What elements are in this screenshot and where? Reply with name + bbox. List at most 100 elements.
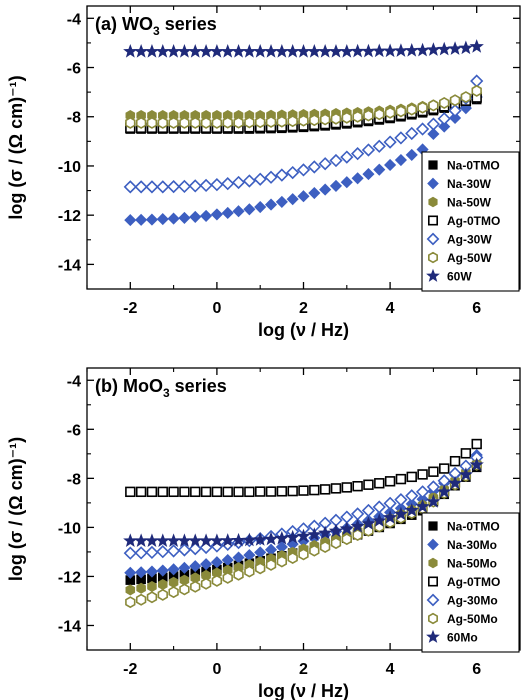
x-tick-label: 2 (299, 661, 308, 678)
legend-label: Na-0TMO (447, 520, 500, 534)
data-point (395, 473, 407, 485)
data-point (145, 213, 159, 226)
y-tick-label: -10 (58, 520, 81, 537)
data-point (255, 562, 266, 575)
legend-marker (426, 593, 440, 607)
data-point (426, 494, 441, 508)
data-point (350, 507, 365, 521)
data-point (265, 486, 277, 497)
data-point (135, 486, 147, 498)
data-point (458, 40, 474, 55)
data-point (405, 489, 419, 503)
data-point (318, 157, 332, 171)
data-point (328, 523, 344, 538)
legend-label: Ag-50Mo (447, 612, 498, 626)
data-point (438, 120, 451, 133)
data-point (361, 516, 376, 530)
legend-marker (427, 177, 439, 190)
data-point (426, 42, 441, 56)
data-point (340, 150, 354, 164)
data-point (123, 533, 138, 547)
series-Na-30W (124, 90, 483, 227)
legend-marker (428, 557, 438, 569)
data-point (244, 565, 255, 578)
data-point (253, 172, 267, 186)
data-point (274, 530, 290, 545)
x-axis-title: log (ν / Hz) (258, 320, 349, 340)
data-point (362, 168, 375, 181)
data-point (166, 179, 181, 194)
data-point (135, 213, 148, 226)
data-point (330, 537, 342, 550)
data-point (157, 579, 168, 591)
data-point (146, 591, 158, 604)
data-point (155, 44, 170, 58)
data-point (167, 563, 180, 576)
data-point (242, 532, 257, 547)
data-point (124, 214, 137, 227)
series-Ag-50W (125, 84, 482, 129)
data-point (287, 485, 298, 497)
data-point (145, 545, 159, 560)
data-point (339, 521, 354, 535)
data-point (297, 190, 310, 203)
data-point (144, 44, 160, 58)
data-point (415, 499, 430, 513)
data-point (286, 193, 299, 206)
data-point (363, 479, 374, 490)
data-point (146, 486, 158, 498)
data-point (428, 466, 439, 477)
data-point (350, 43, 365, 58)
data-point (437, 41, 452, 56)
data-point (253, 44, 268, 58)
data-point (439, 463, 450, 474)
data-point (135, 566, 148, 579)
data-point (156, 180, 170, 194)
data-point (168, 576, 179, 588)
data-point (233, 116, 244, 129)
legend-box (421, 512, 520, 653)
data-point (134, 546, 148, 560)
data-point (275, 195, 288, 208)
data-point (221, 206, 234, 220)
data-point (287, 115, 298, 128)
data-point (439, 96, 450, 109)
data-point (319, 541, 331, 553)
data-point (471, 84, 482, 97)
data-point (309, 484, 320, 496)
panel-b-moo3-series: -2 0 2 4 6 -14 -12 -10 -8 -6 -4 (b) MoO3 series log … (6, 367, 521, 700)
data-point (255, 116, 266, 129)
data-point (135, 116, 147, 129)
data-point (426, 117, 441, 131)
x-axis-title: log (ν / Hz) (258, 681, 349, 700)
legend-label: Na-30Mo (447, 538, 497, 552)
data-point (341, 482, 352, 493)
panel-title: (a) WO3 series (95, 14, 217, 38)
data-point (372, 500, 386, 514)
data-point (200, 558, 213, 571)
data-point (307, 527, 322, 541)
data-point (211, 486, 223, 498)
y-tick-label: -4 (67, 373, 81, 390)
legend: Na-0TMO Na-30W Na-50W Ag-0TMO Ag-30W Ag-50W 60… (421, 151, 520, 292)
data-point (361, 503, 376, 518)
data-point (394, 153, 407, 167)
y-tick-label: -14 (58, 257, 81, 274)
data-point (340, 176, 353, 189)
data-point (285, 44, 300, 58)
y-tick-label: -12 (58, 208, 81, 225)
data-point (145, 180, 159, 194)
data-point (211, 574, 223, 587)
data-point (329, 153, 343, 168)
data-point (276, 555, 288, 568)
legend-label: Ag-50W (447, 251, 492, 265)
data-point (394, 493, 408, 507)
legend-marker (428, 251, 438, 264)
data-point (393, 506, 409, 521)
data-point (168, 586, 179, 599)
data-point (447, 475, 463, 490)
data-point (448, 111, 462, 125)
data-point (253, 532, 268, 546)
data-point (199, 178, 213, 193)
